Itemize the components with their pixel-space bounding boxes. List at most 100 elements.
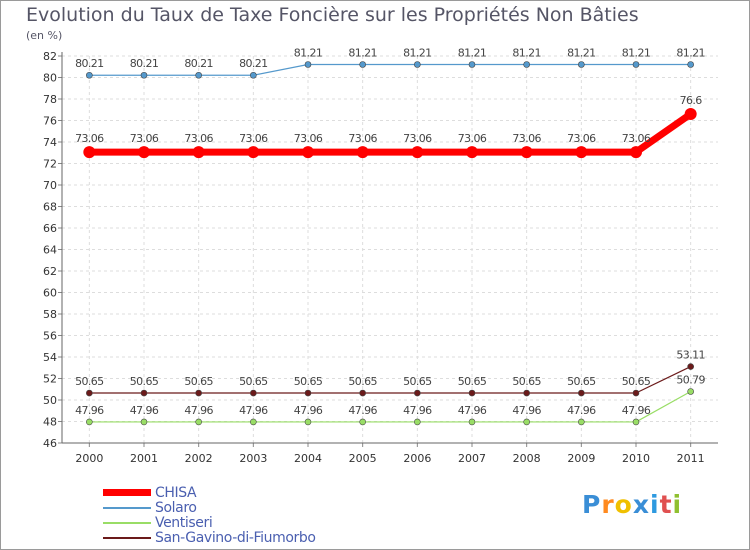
y-tick-label: 74 — [43, 136, 57, 149]
y-tick-label: 54 — [43, 351, 57, 364]
logo-letter: i — [650, 490, 660, 519]
data-point-ventiseri — [468, 418, 476, 426]
data-label-san-gavino-di-fiumorbo: 50.65 — [403, 375, 432, 388]
legend-label: Solaro — [155, 499, 197, 516]
series-line-solaro — [89, 63, 691, 76]
data-label-solaro: 80.21 — [184, 57, 213, 70]
data-point-san-gavino-di-fiumorbo — [250, 389, 257, 397]
legend-label: Ventiseri — [155, 514, 213, 531]
logo-letter: t — [659, 490, 673, 519]
data-label-chisa: 73.06 — [75, 132, 104, 145]
data-point-san-gavino-di-fiumorbo — [632, 389, 640, 397]
data-point-ventiseri — [304, 418, 312, 426]
data-point-solaro — [86, 71, 93, 79]
x-tick-label: 2007 — [458, 452, 486, 465]
data-point-chisa — [684, 108, 697, 121]
data-label-san-gavino-di-fiumorbo: 50.65 — [294, 375, 323, 388]
data-label-san-gavino-di-fiumorbo: 50.65 — [239, 375, 268, 388]
x-tick-label: 2002 — [185, 452, 213, 465]
legend-item: Solaro — [103, 499, 316, 516]
data-point-san-gavino-di-fiumorbo — [86, 389, 93, 397]
y-tick-label: 58 — [43, 308, 57, 321]
data-label-san-gavino-di-fiumorbo: 50.65 — [458, 375, 487, 388]
data-label-ventiseri: 47.96 — [239, 404, 268, 417]
data-point-solaro — [250, 71, 257, 79]
legend-swatch — [103, 506, 151, 509]
data-label-solaro: 81.21 — [403, 46, 432, 59]
data-label-san-gavino-di-fiumorbo: 50.65 — [130, 375, 159, 388]
data-point-san-gavino-di-fiumorbo — [578, 389, 585, 397]
data-label-chisa: 73.06 — [239, 132, 268, 145]
chart-legend: CHISA Solaro Ventiseri San-Gavino-di-Fiumor… — [103, 484, 316, 546]
x-tick-label: 2005 — [349, 452, 377, 465]
data-point-chisa — [411, 146, 424, 159]
data-label-solaro: 81.21 — [567, 46, 596, 59]
data-point-san-gavino-di-fiumorbo — [687, 363, 694, 370]
data-label-ventiseri: 47.96 — [75, 404, 104, 417]
data-label-san-gavino-di-fiumorbo: 50.65 — [75, 375, 104, 388]
data-label-chisa: 73.06 — [512, 132, 541, 145]
data-label-chisa: 73.06 — [184, 132, 213, 145]
y-tick-label: 62 — [43, 265, 57, 278]
data-point-ventiseri — [632, 418, 640, 426]
logo-letter: x — [632, 490, 650, 519]
data-label-san-gavino-di-fiumorbo: 50.65 — [348, 375, 377, 388]
data-point-solaro — [304, 61, 312, 68]
legend-item: Ventiseri — [103, 514, 316, 531]
data-point-solaro — [523, 61, 530, 68]
data-label-solaro: 81.21 — [622, 46, 651, 59]
data-label-chisa: 73.06 — [130, 132, 159, 145]
data-point-chisa — [83, 146, 96, 159]
data-point-chisa — [520, 146, 533, 159]
data-label-san-gavino-di-fiumorbo: 53.11 — [676, 349, 705, 362]
legend-swatch — [103, 536, 151, 539]
x-tick-label: 2003 — [239, 452, 267, 465]
data-point-chisa — [466, 146, 478, 159]
data-label-solaro: 80.21 — [239, 57, 268, 70]
data-point-ventiseri — [250, 418, 257, 426]
data-label-ventiseri: 50.79 — [676, 374, 705, 387]
y-tick-label: 56 — [43, 330, 57, 343]
data-label-solaro: 81.21 — [458, 46, 487, 59]
data-point-solaro — [195, 71, 202, 79]
chart-title: Evolution du Taux de Taxe Foncière sur l… — [26, 4, 639, 26]
data-point-ventiseri — [578, 418, 585, 426]
y-tick-label: 82 — [43, 50, 57, 63]
data-label-san-gavino-di-fiumorbo: 50.65 — [567, 375, 596, 388]
data-label-solaro: 81.21 — [512, 46, 541, 59]
data-point-san-gavino-di-fiumorbo — [359, 389, 366, 397]
data-label-ventiseri: 47.96 — [130, 404, 159, 417]
data-point-chisa — [192, 146, 205, 159]
data-label-ventiseri: 47.96 — [512, 404, 541, 417]
y-tick-label: 60 — [43, 287, 57, 300]
logo-letter: i — [672, 490, 683, 519]
data-point-ventiseri — [140, 418, 148, 426]
data-point-solaro — [414, 61, 421, 68]
data-label-ventiseri: 47.96 — [403, 404, 432, 417]
y-tick-label: 68 — [43, 201, 57, 214]
legend-item: CHISA — [103, 484, 316, 501]
y-tick-label: 52 — [43, 373, 57, 386]
series-line-chisa — [89, 111, 693, 156]
data-point-solaro — [468, 61, 476, 68]
y-tick-label: 70 — [43, 179, 57, 192]
data-point-san-gavino-di-fiumorbo — [304, 389, 312, 397]
y-tick-label: 72 — [43, 158, 57, 171]
data-point-ventiseri — [359, 418, 366, 426]
series-line-ventiseri — [89, 390, 691, 423]
data-point-ventiseri — [86, 418, 93, 426]
legend-label: San-Gavino-di-Fiumorbo — [155, 529, 316, 546]
chart-subtitle: (en %) — [26, 29, 63, 42]
data-point-ventiseri — [414, 418, 421, 426]
data-point-solaro — [632, 61, 640, 68]
data-label-chisa: 73.06 — [567, 132, 596, 145]
data-label-san-gavino-di-fiumorbo: 50.65 — [622, 375, 651, 388]
data-label-chisa: 73.06 — [348, 132, 377, 145]
data-point-san-gavino-di-fiumorbo — [195, 389, 202, 397]
data-label-solaro: 80.21 — [75, 57, 104, 70]
x-tick-label: 2001 — [130, 452, 158, 465]
data-label-solaro: 80.21 — [130, 57, 159, 70]
legend-label: CHISA — [155, 484, 197, 501]
data-label-solaro: 81.21 — [676, 46, 705, 59]
y-tick-label: 48 — [43, 416, 57, 429]
